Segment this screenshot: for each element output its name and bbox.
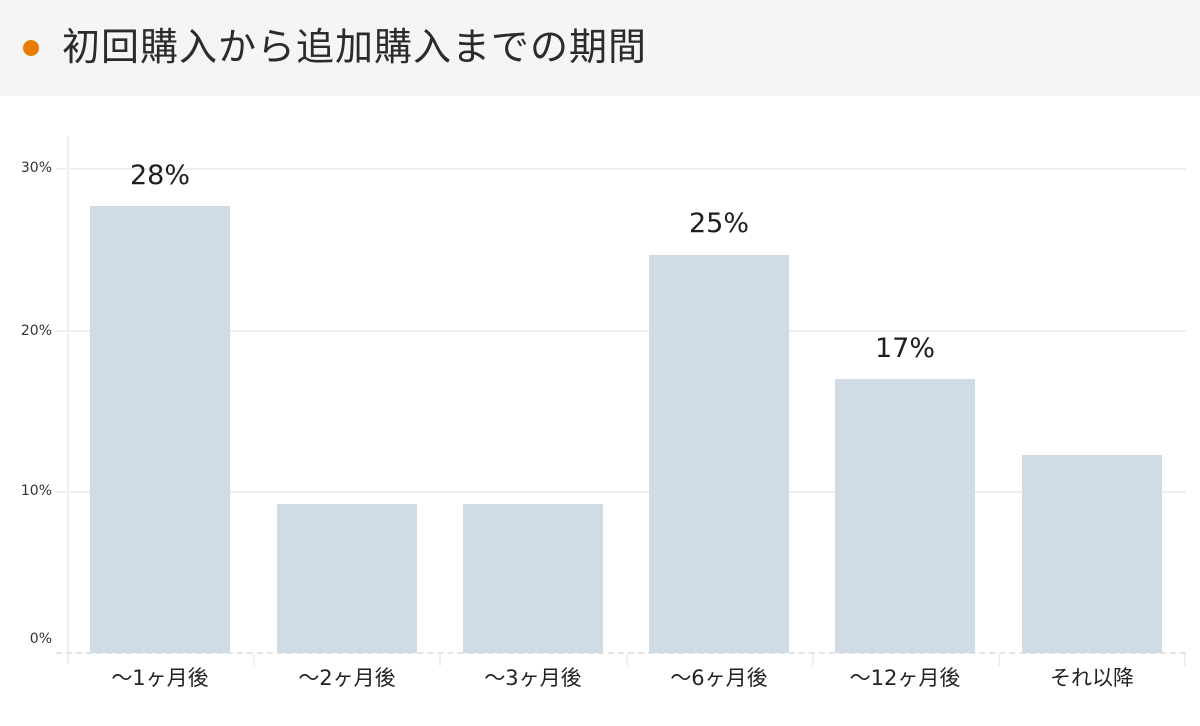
value-label: 17% (874, 333, 935, 364)
x-tick (439, 654, 441, 666)
y-tick-label: 0% (29, 631, 52, 647)
x-axis-baseline (56, 652, 1186, 654)
x-tick (998, 654, 1000, 666)
gridline-10 (56, 491, 1186, 493)
bar-6-months[interactable] (649, 255, 789, 653)
bar-3-months[interactable] (463, 504, 603, 653)
x-tick (1184, 654, 1186, 666)
y-tick-label: 20% (20, 323, 52, 339)
x-category-label: 〜2ヶ月後 (298, 666, 396, 690)
y-tick-label: 30% (20, 160, 52, 176)
x-category-label: 〜1ヶ月後 (111, 666, 209, 690)
bullet-dot-icon (23, 40, 39, 56)
value-label: 25% (688, 208, 749, 239)
x-tick (626, 654, 628, 666)
gridline-20 (56, 330, 1186, 332)
chart-header: 初回購入から追加購入までの期間 (0, 0, 1200, 96)
x-tick (812, 654, 814, 666)
bar-12-months[interactable] (835, 379, 975, 653)
bar-2-months[interactable] (277, 504, 417, 653)
x-category-label: 〜12ヶ月後 (849, 666, 961, 690)
bar-1-month[interactable] (90, 206, 230, 653)
x-category-label: 〜6ヶ月後 (670, 666, 768, 690)
y-tick-label: 10% (20, 483, 52, 499)
gridline-30 (56, 168, 1186, 170)
x-tick (253, 654, 255, 666)
value-label: 28% (129, 160, 190, 191)
chart-title: 初回購入から追加購入までの期間 (62, 25, 648, 69)
x-category-label: 〜3ヶ月後 (484, 666, 582, 690)
bar-later[interactable] (1022, 455, 1162, 653)
x-category-label: それ以降 (1050, 666, 1134, 690)
y-axis (67, 136, 69, 664)
